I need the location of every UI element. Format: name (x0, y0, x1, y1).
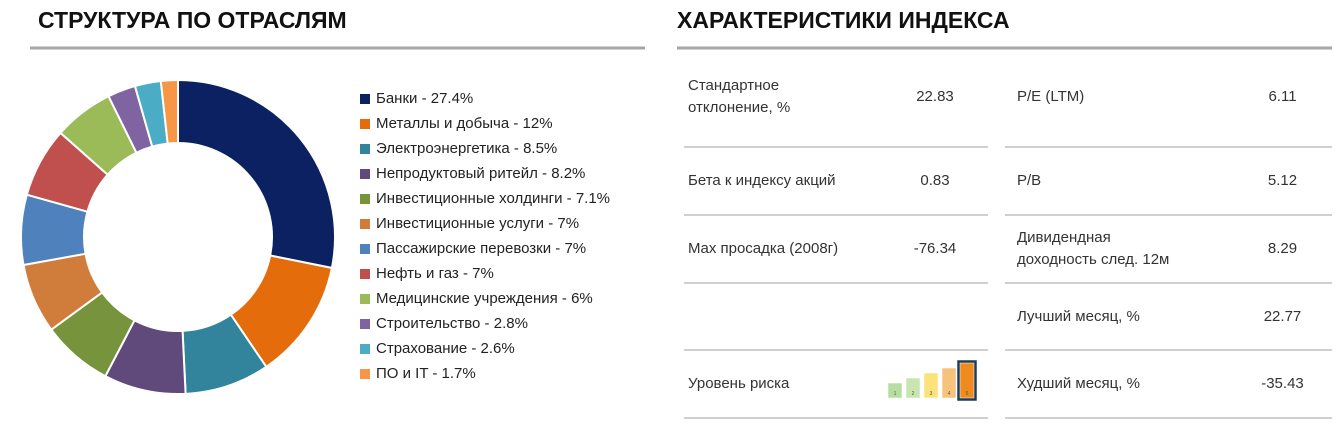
risk-bar-label: 4 (948, 391, 951, 397)
metric-value: -76.34 (913, 240, 957, 257)
legend-label: Строительство - 2.8% (376, 315, 528, 332)
legend-swatch (360, 144, 370, 154)
legend-swatch (360, 244, 370, 254)
legend-swatch (360, 344, 370, 354)
row-separators (684, 146, 1332, 419)
metric-value: 0.83 (920, 172, 950, 189)
metric-label: Лучший месяц, % (1017, 308, 1140, 325)
legend-swatch (360, 194, 370, 204)
metric-value: -35.43 (1261, 375, 1304, 392)
risk-bar (923, 372, 939, 399)
risk-bar (905, 377, 921, 399)
legend-label: Нефть и газ - 7% (376, 265, 494, 282)
risk-bar-label: 5 (966, 391, 969, 397)
metric-value: 22.77 (1263, 308, 1302, 325)
risk-bar-label: 3 (930, 391, 933, 397)
legend-swatch (360, 94, 370, 104)
metric-value: 6.11 (1268, 88, 1297, 105)
metric-label: Уровень риска (688, 375, 790, 392)
legend-label: ПО и IT - 1.7% (376, 365, 476, 382)
metric-label: Max просадка (2008г) (688, 240, 839, 257)
metric-label: P/B (1017, 172, 1042, 189)
legend-label: Медицинские учреждения - 6% (376, 290, 593, 307)
legend-swatch (360, 219, 370, 229)
risk-bar (941, 367, 957, 399)
legend-label: Пассажирские перевозки - 7% (376, 240, 586, 257)
legend-swatch (360, 269, 370, 279)
risk-highlight (957, 360, 977, 401)
metric-label: Стандартное отклонение, % (688, 77, 791, 116)
legend-label: Банки - 27.4% (376, 90, 473, 107)
risk-bar (887, 382, 903, 399)
risk-meter: 1 2 3 4 5 (887, 360, 977, 401)
metric-label: P/E (LTM) (1017, 88, 1085, 105)
metric-value: 22.83 (916, 88, 954, 105)
table-title: ХАРАКТЕРИСТИКИ ИНДЕКСА (677, 7, 1010, 33)
risk-bar-label: 2 (912, 391, 915, 397)
metric-label: Бета к индексу акций (688, 172, 836, 189)
chart-title: СТРУКТУРА ПО ОТРАСЛЯМ (38, 7, 347, 33)
legend-label: Электроэнергетика - 8.5% (376, 140, 557, 157)
metric-label: Дивидендная доходность след. 12м (1017, 229, 1170, 268)
legend-swatch (360, 119, 370, 129)
legend-swatch (360, 294, 370, 304)
metric-value: 5.12 (1267, 172, 1298, 189)
legend-label: Непродуктовый ритейл - 8.2% (376, 165, 585, 182)
legend-label: Страхование - 2.6% (376, 340, 515, 357)
legend-label: Инвестиционные холдинги - 7.1% (376, 190, 610, 207)
legend-label: Металлы и добыча - 12% (376, 115, 553, 132)
metric-value: 8.29 (1267, 240, 1298, 257)
donut-slice (159, 78, 179, 145)
donut-slice (177, 78, 336, 270)
legend-label: Инвестиционные услуги - 7% (376, 215, 579, 232)
legend-swatch (360, 169, 370, 179)
metric-label: Худший месяц, % (1017, 375, 1140, 392)
legend-swatch (360, 319, 370, 329)
risk-bar-label: 1 (894, 391, 897, 397)
legend-swatch (360, 369, 370, 379)
risk-bar (959, 362, 975, 399)
